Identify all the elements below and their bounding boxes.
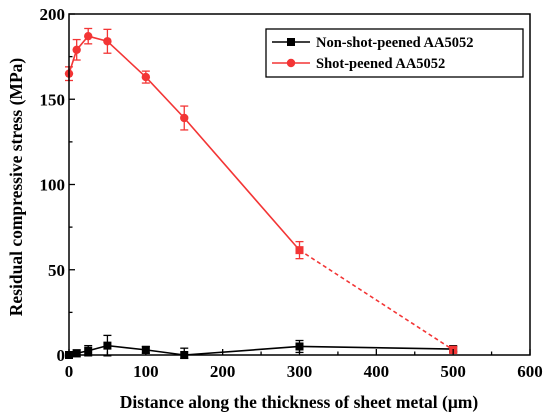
data-point — [180, 113, 189, 123]
series-2 — [64, 27, 458, 354]
x-tick-label: 0 — [65, 362, 74, 381]
data-point — [72, 349, 81, 358]
series-line-segment — [299, 249, 454, 351]
legend-label: Shot-peened AA5052 — [316, 56, 445, 72]
series-line-segment — [299, 345, 454, 350]
y-tick-label: 50 — [48, 261, 65, 280]
series-line-segment — [145, 349, 185, 356]
series-line-segment — [184, 345, 300, 356]
legend-marker — [287, 38, 295, 46]
x-tick-label: 200 — [210, 362, 236, 381]
y-tick-label: 150 — [40, 90, 66, 109]
y-tick-label: 200 — [40, 5, 66, 24]
legend-entry: Non-shot-peened AA5052 — [272, 35, 474, 51]
data-point — [295, 342, 304, 351]
axes: 0 100 200 300 400 500 600 0 50 100 150 200 — [40, 5, 543, 381]
legend-entry: Shot-peened AA5052 — [272, 56, 445, 72]
y-axis-title: Residual compressive stress (MPa) — [6, 58, 26, 317]
legend-marker — [286, 58, 296, 68]
series-line-segment — [183, 117, 301, 251]
series-line-segment — [106, 40, 147, 78]
x-tick-label: 600 — [517, 362, 543, 381]
data-point — [84, 346, 93, 355]
data-point — [72, 45, 81, 55]
x-tick-label: 300 — [287, 362, 313, 381]
data-point — [141, 72, 151, 82]
series-line-segment — [107, 344, 146, 351]
y-tick-label: 100 — [40, 176, 66, 195]
series-line-segment — [145, 76, 185, 119]
data-point — [84, 31, 93, 41]
legend: Non-shot-peened AA5052 Shot-peened AA5052 — [265, 28, 524, 78]
data-point — [103, 341, 112, 350]
x-tick-label: 500 — [440, 362, 466, 381]
legend-label: Non-shot-peened AA5052 — [316, 35, 474, 51]
y-tick-label: 0 — [57, 346, 66, 365]
data-point — [295, 246, 304, 255]
plot-area — [64, 27, 458, 360]
data-point — [103, 37, 112, 46]
x-axis-title: Distance along the thickness of sheet me… — [120, 392, 479, 412]
x-tick-label: 400 — [364, 362, 390, 381]
x-tick-label: 100 — [133, 362, 159, 381]
legend-box — [265, 28, 524, 78]
